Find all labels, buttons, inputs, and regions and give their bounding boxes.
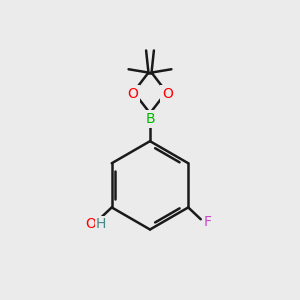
Text: O: O (86, 217, 97, 230)
Text: H: H (96, 217, 106, 230)
Text: O: O (127, 87, 138, 101)
Text: B: B (145, 112, 155, 126)
Text: O: O (162, 87, 173, 101)
Text: F: F (204, 214, 212, 229)
